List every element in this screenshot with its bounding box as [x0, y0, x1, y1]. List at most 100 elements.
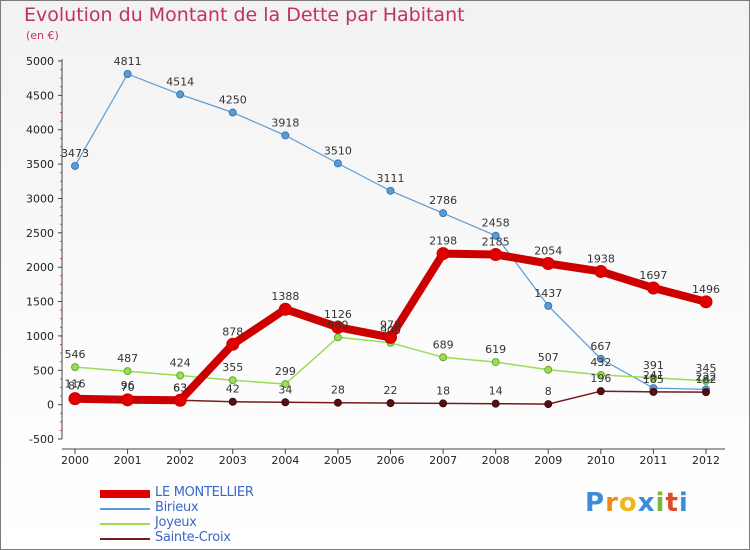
data-point	[68, 392, 82, 406]
data-point	[384, 330, 397, 344]
x-tick-label: 2009	[534, 454, 562, 467]
data-label: 980	[327, 318, 348, 331]
data-point	[439, 353, 448, 362]
data-point	[541, 256, 555, 270]
data-label: 1126	[324, 308, 352, 321]
data-point	[699, 295, 713, 309]
data-label: 667	[590, 340, 611, 353]
data-label: 63	[173, 381, 187, 394]
data-point	[228, 376, 237, 385]
data-label: 3510	[324, 144, 352, 157]
data-point	[226, 337, 240, 351]
data-point	[491, 399, 500, 408]
data-label: 424	[170, 356, 191, 369]
legend-label: LE MONTELLIER	[155, 485, 254, 500]
data-label: 196	[590, 372, 611, 385]
data-label: 2786	[429, 194, 457, 207]
data-point	[544, 365, 553, 374]
data-label: 3918	[271, 116, 299, 129]
data-point	[646, 281, 660, 295]
axes: -500 0 500 1000 1500 2000 2500 3000 3500 4000 4500…	[26, 55, 725, 467]
data-point	[331, 320, 345, 334]
legend-label: Sainte-Croix	[155, 530, 231, 545]
x-tick-label: 2008	[482, 454, 510, 467]
legend-label: Birieux	[155, 500, 199, 515]
data-point	[439, 209, 448, 218]
data-label: 241	[643, 369, 664, 382]
logo-letter: o	[618, 488, 638, 518]
data-point	[436, 247, 450, 261]
data-point	[173, 393, 187, 407]
legend-swatch	[100, 490, 150, 498]
data-label: 18	[436, 384, 450, 397]
data-point	[121, 393, 135, 407]
data-label: 546	[65, 348, 86, 361]
data-label: 28	[331, 384, 345, 397]
y-tick-label: -500	[29, 433, 54, 446]
y-tick-label: 1500	[26, 296, 54, 309]
data-label: 4811	[114, 55, 142, 68]
data-point	[333, 333, 342, 342]
data-point	[228, 397, 237, 406]
y-tick-label: 1000	[26, 330, 54, 343]
y-tick-label: 2500	[26, 227, 54, 240]
data-label: 1938	[587, 252, 615, 265]
data-point	[71, 363, 79, 372]
data-label: 689	[433, 338, 454, 351]
data-label: 63	[173, 381, 187, 394]
data-point	[649, 373, 658, 382]
data-point	[281, 131, 290, 140]
x-tick-label: 2000	[61, 454, 89, 467]
data-point	[176, 90, 185, 99]
data-label: 2458	[482, 217, 510, 230]
data-point	[333, 159, 342, 168]
y-tick-label: 5000	[26, 55, 54, 68]
data-point	[176, 371, 185, 380]
data-point	[123, 367, 132, 376]
chart-title: Evolution du Montant de la Dette par Hab…	[24, 4, 465, 26]
data-label: 1437	[534, 287, 562, 300]
y-tick-label: 4000	[26, 124, 54, 137]
data-point	[71, 161, 79, 170]
y-tick-label: 2000	[26, 261, 54, 274]
data-label: 619	[485, 343, 506, 356]
y-tick-label: 4500	[26, 89, 54, 102]
x-tick-label: 2005	[324, 454, 352, 467]
data-point	[281, 398, 290, 407]
data-label: 345	[696, 362, 717, 375]
data-point	[596, 387, 605, 396]
x-tick-label: 2001	[114, 454, 142, 467]
logo-letter: P	[585, 488, 606, 518]
data-label: 355	[222, 361, 243, 374]
x-tick-label: 2007	[429, 454, 457, 467]
data-label: 487	[117, 352, 138, 365]
data-point	[333, 398, 342, 407]
data-label: 42	[226, 383, 240, 396]
data-label: 34	[278, 383, 292, 396]
data-label: 96	[121, 379, 135, 392]
data-point	[594, 264, 608, 278]
data-label: 432	[590, 356, 611, 369]
data-label: 2185	[482, 235, 510, 248]
x-tick-label: 2012	[692, 454, 720, 467]
data-label: 4514	[166, 75, 194, 88]
data-label: 2198	[429, 235, 457, 248]
x-tick-label: 2004	[271, 454, 299, 467]
data-point	[281, 380, 290, 389]
data-point	[544, 400, 553, 409]
data-point	[489, 247, 503, 261]
data-label: 3473	[61, 147, 89, 160]
data-point	[491, 358, 500, 367]
data-label: 8	[545, 385, 552, 398]
data-label: 878	[222, 325, 243, 338]
data-point	[491, 231, 500, 240]
y-tick-label: 0	[47, 399, 54, 412]
legend-swatch	[100, 523, 150, 525]
data-point	[702, 376, 710, 385]
x-tick-label: 2003	[219, 454, 247, 467]
data-point	[544, 301, 553, 310]
data-point	[386, 186, 395, 195]
data-label: 182	[696, 373, 717, 386]
data-point	[596, 354, 605, 363]
